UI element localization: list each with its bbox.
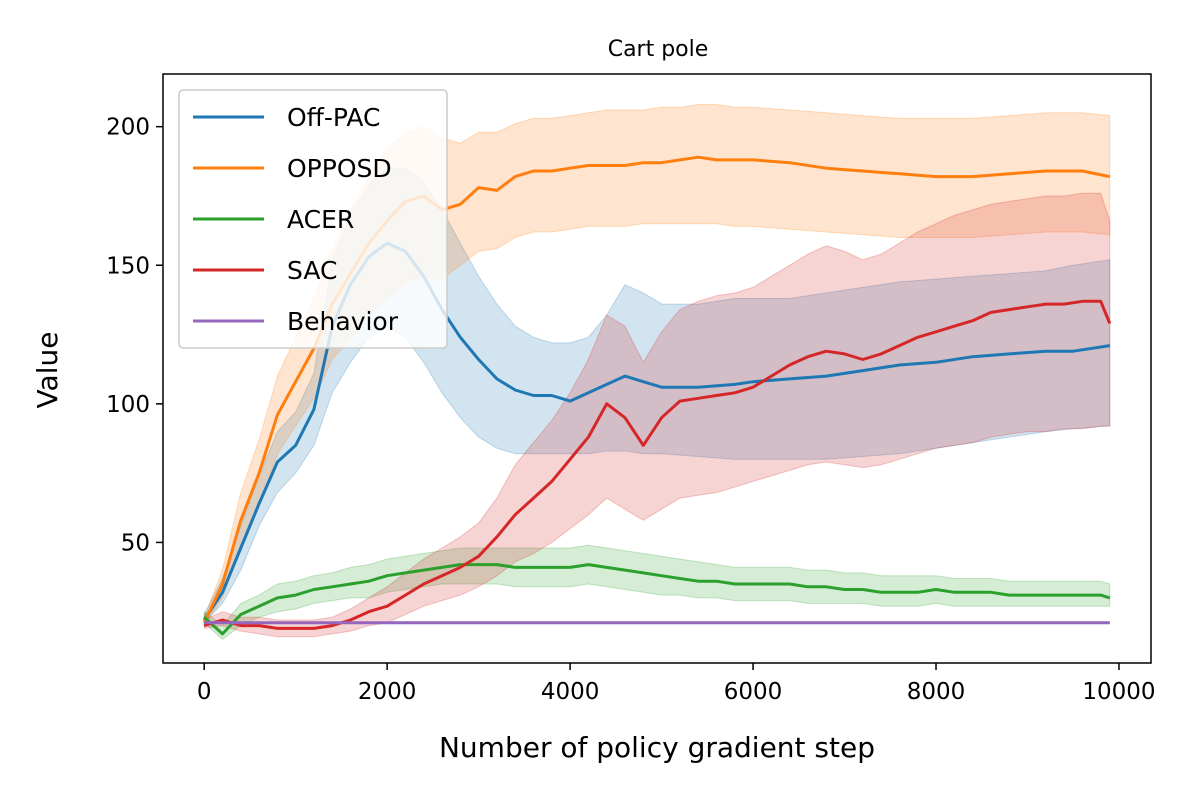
series-lines — [202, 155, 1112, 636]
legend-box — [178, 89, 448, 349]
plot-frame — [162, 73, 1152, 664]
line-off-pac — [202, 241, 1111, 621]
y-tick-label: 100 — [106, 392, 150, 418]
legend-label-acer: ACER — [287, 205, 354, 234]
line-sac — [203, 299, 1112, 630]
y-tick-label: 150 — [106, 253, 150, 279]
y-axis-ticks: 50 100 150 200 — [106, 115, 163, 556]
x-axis-label: Number of policy gradient step — [439, 731, 875, 764]
y-tick-label: 200 — [106, 115, 150, 141]
x-tick-label: 2000 — [358, 679, 417, 705]
y-tick-label: 50 — [121, 530, 150, 556]
legend-label-off-pac: Off-PAC — [287, 103, 381, 132]
band-sac — [203, 192, 1111, 638]
x-axis-ticks: 0 2000 4000 6000 8000 10000 — [197, 663, 1156, 705]
legend: Off-PAC OPPOSD ACER SAC Behavior — [178, 89, 448, 349]
line-acer — [203, 563, 1111, 636]
chart-title: Cart pole — [608, 37, 709, 62]
x-tick-label: 4000 — [541, 679, 600, 705]
x-tick-label: 6000 — [724, 679, 783, 705]
legend-label-behavior: Behavior — [287, 307, 399, 336]
x-tick-label: 8000 — [907, 679, 966, 705]
legend-label-opposd: OPPOSD — [287, 154, 392, 183]
x-tick-label: 0 — [197, 679, 212, 705]
y-axis-label: Value — [31, 332, 64, 409]
legend-label-sac: SAC — [287, 256, 337, 285]
x-tick-label: 10000 — [1082, 679, 1155, 705]
